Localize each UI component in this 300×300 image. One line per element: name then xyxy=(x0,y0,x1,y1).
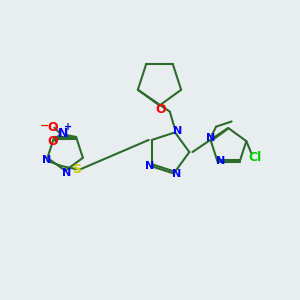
Text: −: − xyxy=(39,121,49,130)
Text: Cl: Cl xyxy=(248,151,261,164)
Text: N: N xyxy=(172,169,182,179)
Text: +: + xyxy=(64,122,72,132)
Text: N: N xyxy=(42,155,51,165)
Text: N: N xyxy=(173,126,183,136)
Text: N: N xyxy=(145,161,154,171)
Text: S: S xyxy=(72,163,81,176)
Text: O: O xyxy=(47,121,58,134)
Text: O: O xyxy=(47,135,58,148)
Text: N: N xyxy=(206,133,215,143)
Text: O: O xyxy=(155,103,166,116)
Text: N: N xyxy=(58,128,68,140)
Text: N: N xyxy=(61,168,71,178)
Text: N: N xyxy=(216,156,225,166)
